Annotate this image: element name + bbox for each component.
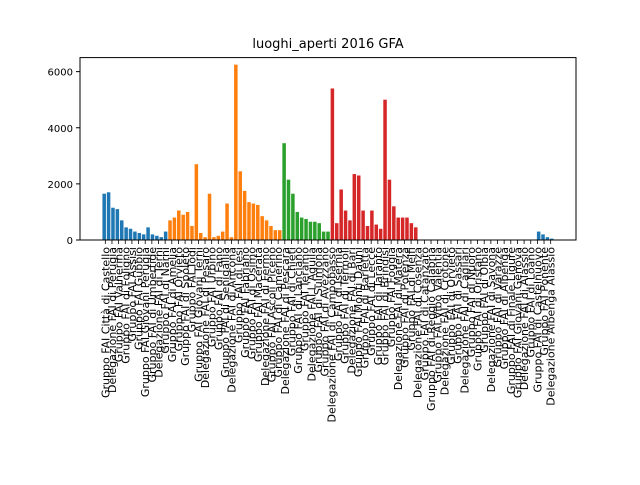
bar-series-3-3 — [344, 211, 348, 240]
bar-series-3-12 — [383, 100, 387, 240]
bar-series-3-7 — [361, 211, 365, 240]
bar-series-3-15 — [396, 218, 400, 240]
bar-series-1-18 — [247, 202, 251, 240]
bar-series-0-14 — [164, 232, 168, 240]
chart-title: luoghi_aperti 2016 GFA — [252, 37, 403, 52]
bar-series-3-13 — [388, 180, 392, 240]
bar-series-0-12 — [155, 236, 159, 240]
bar-series-3-1 — [335, 223, 339, 240]
bar-series-0-0 — [102, 194, 106, 240]
bar-series-3-2 — [339, 189, 343, 240]
bar-series-3-16 — [401, 218, 405, 240]
bar-series-1-25 — [278, 230, 282, 240]
bar-series-1-4 — [186, 212, 190, 240]
bar-series-1-6 — [195, 164, 199, 240]
bar-series-3-10 — [375, 225, 379, 240]
bar-series-2-9 — [322, 232, 326, 240]
y-tick-label: 0 — [67, 236, 73, 247]
bar-series-1-22 — [265, 220, 269, 240]
bar-series-1-3 — [181, 215, 185, 240]
bar-series-3-11 — [379, 229, 383, 240]
bar-series-3-9 — [370, 211, 374, 240]
bar-series-1-0 — [168, 220, 172, 240]
bar-series-1-21 — [260, 216, 264, 240]
bar-series-2-1 — [287, 180, 291, 240]
bar-series-3-5 — [353, 174, 357, 240]
bar-series-2-4 — [300, 218, 304, 240]
bar-series-0-1 — [107, 192, 111, 240]
bar-series-2-8 — [317, 223, 321, 240]
bar-series-1-19 — [252, 204, 256, 240]
bar-series-3-17 — [405, 218, 409, 240]
bar-series-1-1 — [173, 218, 177, 240]
bar-series-2-5 — [304, 219, 308, 240]
bar-series-0-2 — [111, 208, 115, 240]
bar-series-0-10 — [146, 227, 150, 240]
bar-series-1-23 — [269, 226, 273, 240]
bar-series-3-4 — [348, 220, 352, 240]
bar-series-1-5 — [190, 226, 194, 240]
bar-series-0-6 — [129, 229, 133, 240]
bar-series-2-6 — [309, 222, 313, 240]
bar-series-0-5 — [124, 227, 128, 240]
bar-series-4-27 — [537, 232, 541, 240]
bar-series-1-24 — [274, 230, 278, 240]
bar-series-1-11 — [217, 236, 221, 240]
bar-series-3-6 — [357, 175, 361, 240]
bar-series-1-12 — [221, 232, 225, 240]
x-tick-label: Delegazione Albenga Alassio — [545, 247, 558, 406]
bar-series-3-18 — [410, 223, 414, 240]
bar-series-2-2 — [291, 194, 295, 240]
bar-series-1-9 — [208, 194, 212, 240]
bar-series-0-7 — [133, 232, 137, 240]
bar-series-2-0 — [282, 143, 286, 240]
y-tick-label: 2000 — [48, 180, 73, 191]
bar-series-1-15 — [234, 65, 238, 240]
bar-series-2-7 — [313, 222, 317, 240]
bar-series-3-0 — [331, 88, 335, 240]
bar-series-1-7 — [199, 233, 203, 240]
bar-series-0-3 — [116, 209, 120, 240]
bar-series-0-8 — [138, 233, 142, 240]
bar-series-3-19 — [414, 227, 418, 240]
bar-series-3-8 — [366, 226, 370, 240]
bar-series-1-17 — [243, 191, 247, 240]
bar-series-2-10 — [326, 232, 330, 240]
bar-series-1-20 — [256, 205, 260, 240]
bar-series-0-9 — [142, 234, 146, 240]
bar-series-4-28 — [541, 234, 545, 240]
bar-series-2-3 — [296, 212, 300, 240]
bar-series-1-13 — [225, 204, 229, 240]
bar-series-1-2 — [177, 211, 181, 240]
y-tick-label: 6000 — [48, 68, 73, 79]
bar-series-3-14 — [392, 206, 396, 240]
bar-series-0-11 — [151, 234, 155, 240]
y-tick-label: 4000 — [48, 124, 73, 135]
bar-series-1-16 — [238, 171, 242, 240]
bar-series-0-4 — [120, 220, 124, 240]
